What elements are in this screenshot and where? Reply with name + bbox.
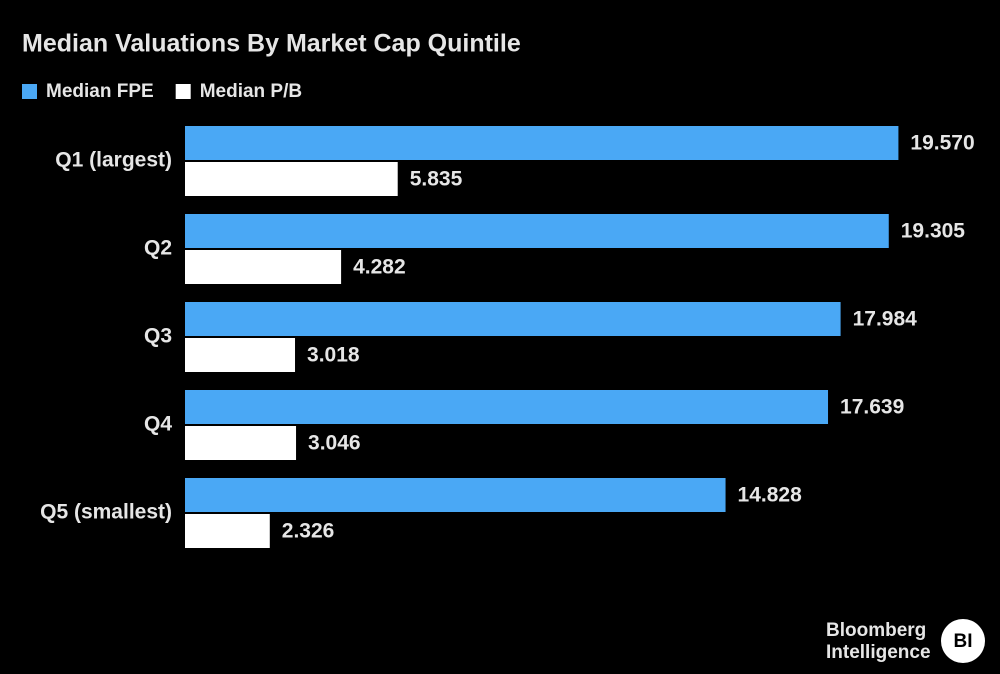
legend-label: Median P/B xyxy=(200,81,302,102)
y-tick-label: Q3 xyxy=(144,325,172,348)
bar xyxy=(185,214,889,248)
value-label: 2.326 xyxy=(282,520,335,543)
value-label: 19.305 xyxy=(901,220,966,243)
bar xyxy=(185,478,726,512)
value-label: 17.639 xyxy=(840,396,904,419)
y-tick-label: Q1 (largest) xyxy=(55,149,172,172)
bar xyxy=(185,162,398,196)
bar xyxy=(185,126,899,160)
value-label: 19.570 xyxy=(910,132,974,155)
legend-swatch xyxy=(175,84,191,99)
value-label: 17.984 xyxy=(853,308,918,331)
chart-title: Median Valuations By Market Cap Quintile xyxy=(22,30,521,58)
value-label: 3.046 xyxy=(308,432,361,455)
footer-brand: Intelligence xyxy=(826,642,931,663)
bar xyxy=(185,250,342,284)
value-label: 5.835 xyxy=(410,168,463,191)
value-label: 3.018 xyxy=(307,344,360,367)
value-label: 4.282 xyxy=(353,256,406,279)
bar xyxy=(185,302,841,336)
y-tick-label: Q2 xyxy=(144,237,172,260)
bar xyxy=(185,390,829,424)
logo: BI xyxy=(954,631,973,652)
value-label: 14.828 xyxy=(738,484,803,507)
bar xyxy=(185,514,270,548)
bar xyxy=(185,426,297,460)
legend-swatch xyxy=(22,84,37,99)
logo-circle xyxy=(941,619,985,663)
y-tick-label: Q4 xyxy=(144,413,172,436)
legend-label: Median FPE xyxy=(46,81,154,102)
bar xyxy=(185,338,296,372)
footer-brand: Bloomberg xyxy=(826,620,926,641)
y-tick-label: Q5 (smallest) xyxy=(40,501,172,524)
